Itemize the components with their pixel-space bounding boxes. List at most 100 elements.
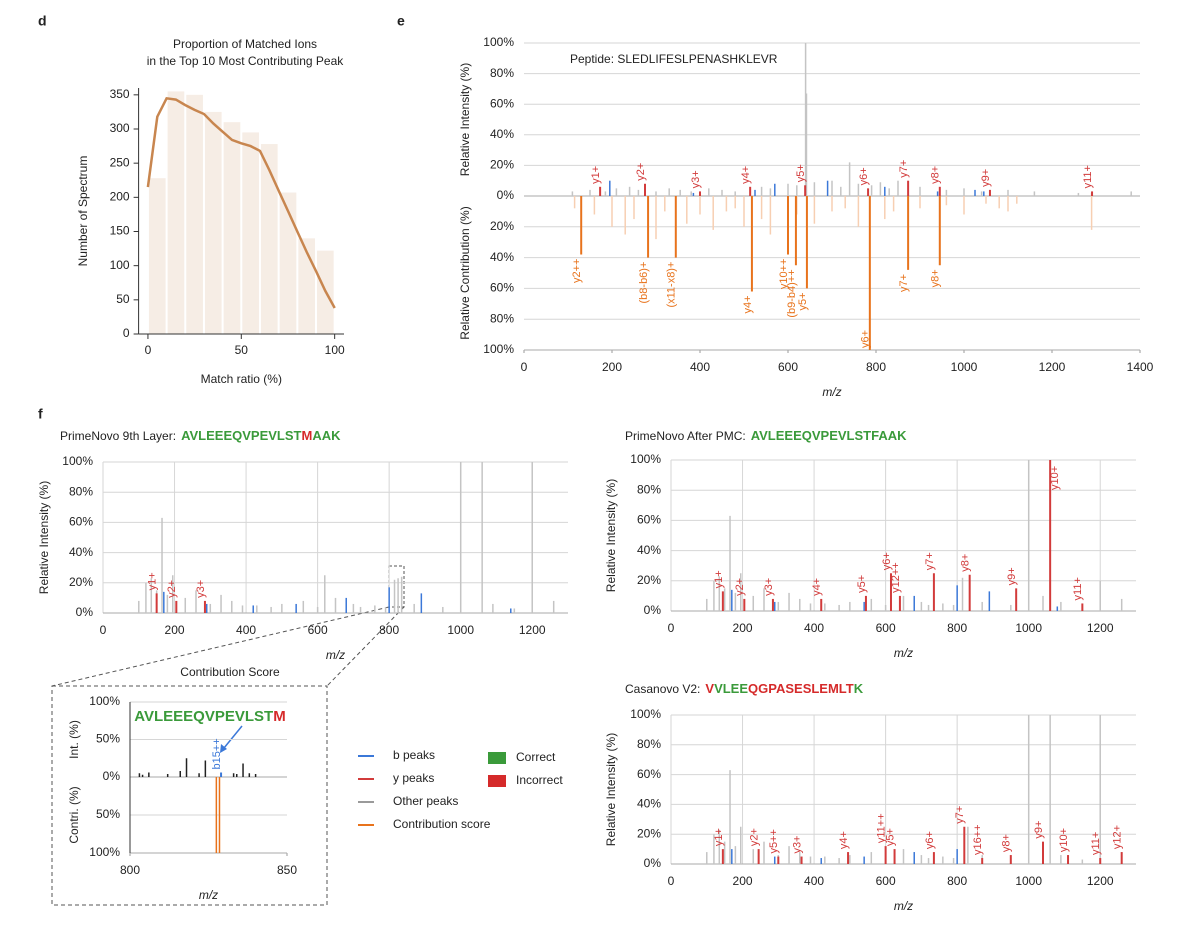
y2-tick-label: 100% bbox=[483, 342, 514, 356]
title-text: PrimeNovo 9th Layer: bbox=[60, 429, 176, 443]
legend-swatch bbox=[488, 752, 506, 764]
ion-label: y4+ bbox=[838, 831, 850, 849]
y-tick-label: 20% bbox=[69, 575, 93, 589]
x-tick-label: 50 bbox=[235, 343, 249, 357]
x-tick-label: 1400 bbox=[1127, 360, 1154, 374]
ion-label: y7+ bbox=[898, 274, 910, 292]
ion-label: y3+ bbox=[690, 170, 702, 188]
ion-label: y16++ bbox=[972, 824, 984, 855]
ion-label: y12+ bbox=[1112, 825, 1124, 849]
peptide-segment: V bbox=[705, 681, 714, 696]
y-tick-label: 250 bbox=[110, 155, 130, 169]
y-tick-label: 0% bbox=[644, 856, 662, 870]
ion-label: y10+ bbox=[1058, 828, 1070, 852]
x-tick-label: 400 bbox=[804, 874, 824, 888]
y-tick-label: 0% bbox=[644, 603, 662, 617]
bar bbox=[148, 178, 166, 334]
x-axis-label: m/z bbox=[894, 646, 913, 660]
y2-axis-label: Contri. (%) bbox=[67, 786, 81, 843]
x-tick-label: 600 bbox=[778, 360, 798, 374]
panel-letter: e bbox=[397, 13, 405, 29]
peptide-segment: AVLEEEQVPEVLST bbox=[181, 428, 301, 443]
legend-label: b peaks bbox=[393, 748, 435, 762]
x-tick-label: 200 bbox=[165, 623, 185, 637]
ion-label: y4+ bbox=[740, 166, 752, 184]
peptide-segment: AVLEEEQVPEVLSTFAAK bbox=[751, 428, 907, 443]
y2-tick-label: 40% bbox=[490, 250, 514, 264]
ion-label: y11+ bbox=[1082, 165, 1094, 188]
y-axis-label: Int. (%) bbox=[67, 720, 81, 759]
y-tick-label: 0% bbox=[76, 605, 94, 619]
x-tick-label: 1000 bbox=[1015, 874, 1042, 888]
y-tick-label: 80% bbox=[637, 737, 661, 751]
y-tick-label: 60% bbox=[637, 767, 661, 781]
inset-arrowhead bbox=[220, 744, 227, 753]
y-tick-label: 100% bbox=[630, 707, 661, 721]
ion-label: y1+ bbox=[590, 166, 602, 184]
ion-label: y9+ bbox=[980, 169, 992, 187]
x-axis-label: m/z bbox=[199, 888, 218, 902]
ion-label: y2++ bbox=[571, 259, 583, 283]
bar bbox=[223, 122, 241, 335]
y-tick-label: 80% bbox=[490, 66, 514, 80]
inset-frame bbox=[51, 685, 328, 906]
ion-label: y10+ bbox=[1049, 466, 1061, 490]
title-text: Casanovo V2: bbox=[625, 682, 700, 696]
ion-label: y8+ bbox=[930, 166, 942, 184]
ion-label: y1+ bbox=[713, 828, 725, 846]
title-text: PrimeNovo After PMC: bbox=[625, 429, 746, 443]
ion-label: y10++ bbox=[778, 259, 790, 290]
x-axis-label: m/z bbox=[326, 648, 345, 662]
y-tick-label: 200 bbox=[110, 190, 130, 204]
ion-label: y11+ bbox=[1090, 832, 1102, 855]
peptide-segment: AVLEEEQVPEVLST bbox=[134, 708, 273, 725]
y-tick-label: 40% bbox=[637, 797, 661, 811]
y2-tick-label: 100% bbox=[89, 845, 120, 859]
y-tick-label: 40% bbox=[69, 545, 93, 559]
ion-label: y3+ bbox=[791, 836, 803, 854]
bar bbox=[279, 192, 297, 334]
x-tick-label: 800 bbox=[379, 623, 399, 637]
bar bbox=[167, 91, 185, 335]
y-tick-label: 60% bbox=[637, 513, 661, 527]
x-tick-label: 100 bbox=[325, 343, 345, 357]
ion-label: y4+ bbox=[742, 295, 754, 313]
legend-label: y peaks bbox=[393, 771, 434, 785]
legend-label: Other peaks bbox=[393, 794, 458, 808]
inset-arrow bbox=[223, 725, 243, 749]
ion-label: y6+ bbox=[858, 167, 870, 185]
peptide-segment: VLEE bbox=[714, 681, 748, 696]
ion-label: y7+ bbox=[954, 806, 966, 824]
x-tick-label: 1200 bbox=[1039, 360, 1066, 374]
peptide-segment: AAK bbox=[312, 428, 341, 443]
y2-tick-label: 60% bbox=[490, 281, 514, 295]
x-tick-label: 200 bbox=[602, 360, 622, 374]
x-tick-label: 1000 bbox=[447, 623, 474, 637]
chart-title: PrimeNovo After PMC: AVLEEEQVPEVLSTFAAK bbox=[625, 428, 907, 443]
y-tick-label: 100% bbox=[89, 694, 120, 708]
ion-label: y5++ bbox=[768, 829, 780, 853]
ion-label: y5+ bbox=[795, 164, 807, 182]
ion-label: y12++ bbox=[890, 562, 902, 593]
y-tick-label: 100 bbox=[110, 258, 130, 272]
chart-title: Proportion of Matched Ions bbox=[173, 37, 317, 51]
x-axis-label: Match ratio (%) bbox=[201, 372, 282, 386]
ion-label: y8+ bbox=[930, 269, 942, 287]
ion-label: y3+ bbox=[763, 578, 775, 596]
y-axis-label: Relative Intensity (%) bbox=[37, 481, 51, 594]
y-tick-label: 60% bbox=[490, 96, 514, 110]
ion-label: y8+ bbox=[1001, 834, 1013, 852]
x-tick-label: 0 bbox=[100, 623, 107, 637]
ion-label: y7+ bbox=[898, 160, 910, 178]
ion-label: (b9-b4)++ bbox=[786, 269, 798, 317]
x-tick-label: 1000 bbox=[951, 360, 978, 374]
y-axis-label: Relative Intensity (%) bbox=[604, 479, 618, 592]
ion-label: y2+ bbox=[749, 828, 761, 846]
ion-label: y5+ bbox=[856, 575, 868, 593]
peptide-segment: M bbox=[273, 708, 286, 725]
ion-label: y4+ bbox=[811, 578, 823, 596]
x-tick-label: 800 bbox=[947, 874, 967, 888]
x-tick-label: 400 bbox=[236, 623, 256, 637]
